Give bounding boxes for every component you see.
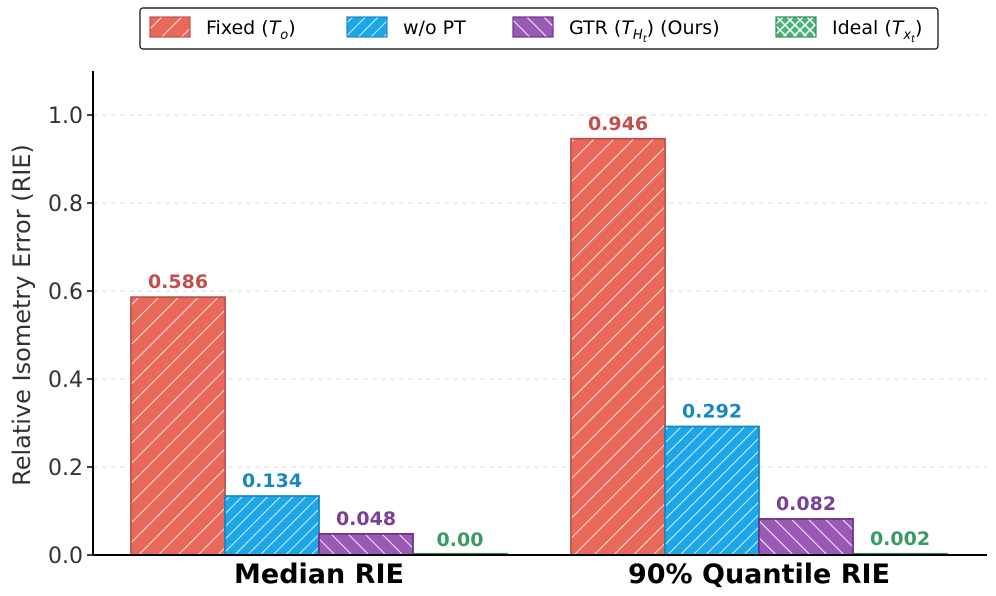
y-tick-label: 0.8: [48, 192, 83, 217]
legend-swatch: [346, 16, 388, 38]
bar-value-label: 0.586: [148, 271, 208, 293]
y-axis-title: Relative Isometry Error (RIE): [8, 144, 36, 486]
bar-value-label: 0.048: [336, 508, 396, 530]
y-tick-label: 0.6: [48, 280, 83, 305]
legend-swatch: [149, 16, 191, 38]
bar-value-label: 0.082: [776, 493, 836, 515]
value-labels: 0.586 0.946 0.134 0.292 0.048 0.082 0.00 0.002: [148, 113, 930, 551]
bar: [570, 137, 666, 556]
y-ticks: 0.0 0.2 0.4 0.6 0.8 1.0: [48, 104, 93, 569]
bar-value-label: 0.292: [682, 401, 742, 423]
bar-value-label: 0.946: [588, 113, 648, 135]
bar: [130, 296, 226, 556]
gridlines: [93, 114, 987, 468]
x-categories: Median RIE 90% Quantile RIE: [234, 559, 890, 590]
bar-value-label: 0.002: [870, 528, 930, 550]
bar-value-label: 0.00: [437, 529, 484, 551]
bar: [758, 518, 854, 556]
bar-value-label: 0.134: [242, 470, 302, 492]
axes: [92, 71, 987, 556]
bar: [664, 425, 760, 556]
legend-swatch: [775, 16, 817, 38]
y-tick-label: 0.4: [48, 368, 83, 393]
legend-item: w/o PT: [346, 16, 466, 39]
bars: [130, 137, 948, 556]
y-tick-label: 0.0: [48, 544, 83, 569]
x-category-label: Median RIE: [234, 559, 404, 590]
legend-label: w/o PT: [403, 17, 466, 39]
legend-swatch: [512, 16, 554, 38]
bar: [318, 532, 414, 556]
y-tick-label: 1.0: [48, 104, 83, 129]
bar: [224, 495, 320, 556]
x-category-label: 90% Quantile RIE: [628, 559, 890, 590]
legend: Fixed (To) w/o PT GTR (THt) (Ours) Ideal (T…: [139, 7, 939, 50]
y-tick-label: 0.2: [48, 456, 83, 481]
